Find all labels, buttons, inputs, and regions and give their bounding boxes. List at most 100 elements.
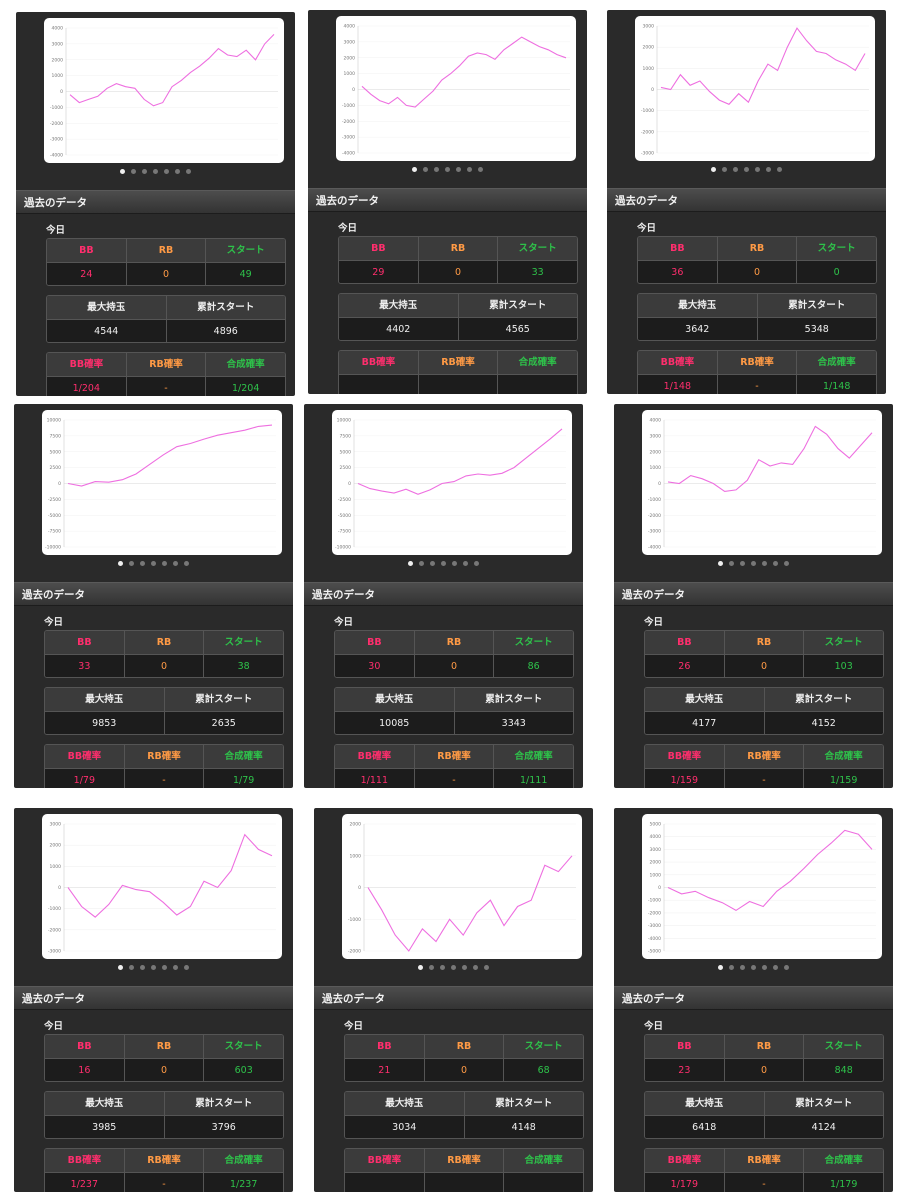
- carousel-dots[interactable]: [14, 965, 293, 973]
- carousel-dot[interactable]: [412, 167, 417, 172]
- carousel-dot[interactable]: [463, 561, 468, 566]
- carousel-dot[interactable]: [729, 965, 734, 970]
- carousel-dot[interactable]: [419, 561, 424, 566]
- carousel-dots[interactable]: [614, 965, 893, 973]
- carousel-dots[interactable]: [614, 561, 893, 569]
- table-row: 3642 5348: [638, 317, 876, 340]
- carousel-dot[interactable]: [751, 965, 756, 970]
- carousel-dots[interactable]: [14, 561, 293, 569]
- carousel-dot[interactable]: [186, 169, 191, 174]
- y-tick-label: 3000: [50, 822, 62, 828]
- y-tick-label: -4000: [342, 151, 355, 157]
- carousel-dot[interactable]: [722, 167, 727, 172]
- table-header-cell: スタート: [498, 237, 577, 260]
- carousel-dots[interactable]: [16, 169, 295, 177]
- carousel-dot[interactable]: [153, 169, 158, 174]
- balls-start-table: 最大持玉 累計スタート 4544 4896: [46, 295, 286, 343]
- carousel-dot[interactable]: [408, 561, 413, 566]
- carousel-dots[interactable]: [314, 965, 593, 973]
- table-cell: [345, 1172, 425, 1192]
- carousel-dot[interactable]: [440, 965, 445, 970]
- carousel-dot[interactable]: [445, 167, 450, 172]
- carousel-dot[interactable]: [129, 965, 134, 970]
- table-header-cell: 合成確率: [204, 1149, 283, 1172]
- y-tick-label: 1000: [643, 66, 655, 72]
- carousel-dot[interactable]: [711, 167, 716, 172]
- carousel-dot[interactable]: [773, 965, 778, 970]
- carousel-dot[interactable]: [418, 965, 423, 970]
- carousel-dot[interactable]: [484, 965, 489, 970]
- probability-table: BB確率 RB確率 合成確率 1/179-1/179: [644, 1148, 884, 1192]
- slump-line: [67, 424, 273, 487]
- carousel-dot[interactable]: [129, 561, 134, 566]
- y-tick-label: 3000: [344, 39, 356, 45]
- carousel-dot[interactable]: [773, 561, 778, 566]
- carousel-dot[interactable]: [131, 169, 136, 174]
- carousel-dot[interactable]: [151, 965, 156, 970]
- carousel-dot[interactable]: [740, 561, 745, 566]
- table-header-cell: RB: [124, 1035, 205, 1058]
- carousel-dot[interactable]: [729, 561, 734, 566]
- table-header-row: BB RB スタート: [339, 237, 577, 260]
- carousel-dot[interactable]: [118, 965, 123, 970]
- carousel-dot[interactable]: [452, 561, 457, 566]
- carousel-dot[interactable]: [740, 965, 745, 970]
- carousel-dot[interactable]: [173, 561, 178, 566]
- carousel-dot[interactable]: [762, 965, 767, 970]
- carousel-dot[interactable]: [140, 965, 145, 970]
- carousel-dot[interactable]: [175, 169, 180, 174]
- carousel-dot[interactable]: [140, 561, 145, 566]
- carousel-dot[interactable]: [184, 561, 189, 566]
- carousel-dot[interactable]: [473, 965, 478, 970]
- carousel-dot[interactable]: [456, 167, 461, 172]
- carousel-dot[interactable]: [118, 561, 123, 566]
- table-header-cell: スタート: [504, 1035, 583, 1058]
- carousel-dots[interactable]: [607, 167, 886, 175]
- carousel-dot[interactable]: [162, 965, 167, 970]
- table-cell: 49: [206, 262, 285, 285]
- table-header-cell: スタート: [494, 631, 573, 654]
- table-header-cell: 累計スタート: [164, 1092, 283, 1115]
- carousel-dot[interactable]: [423, 167, 428, 172]
- table-cell: 30: [335, 654, 415, 677]
- table-cell: 1/111: [494, 768, 573, 788]
- carousel-dot[interactable]: [173, 965, 178, 970]
- carousel-dots[interactable]: [308, 167, 587, 175]
- y-tick-label: 1000: [350, 853, 362, 859]
- carousel-dot[interactable]: [142, 169, 147, 174]
- carousel-dot[interactable]: [766, 167, 771, 172]
- table-cell: 5348: [757, 317, 876, 340]
- probability-table: BB確率 RB確率 合成確率 1/237-1/237: [44, 1148, 284, 1192]
- carousel-dot[interactable]: [162, 561, 167, 566]
- carousel-dot[interactable]: [430, 561, 435, 566]
- carousel-dot[interactable]: [462, 965, 467, 970]
- carousel-dot[interactable]: [184, 965, 189, 970]
- y-tick-label: -2000: [648, 910, 661, 916]
- carousel-dot[interactable]: [467, 167, 472, 172]
- table-row: 1/148-1/148: [638, 374, 876, 394]
- carousel-dot[interactable]: [441, 561, 446, 566]
- carousel-dot[interactable]: [451, 965, 456, 970]
- carousel-dot[interactable]: [429, 965, 434, 970]
- carousel-dot[interactable]: [151, 561, 156, 566]
- carousel-dot[interactable]: [434, 167, 439, 172]
- carousel-dot[interactable]: [755, 167, 760, 172]
- carousel-dot[interactable]: [478, 167, 483, 172]
- carousel-dot[interactable]: [744, 167, 749, 172]
- carousel-dot[interactable]: [474, 561, 479, 566]
- carousel-dot[interactable]: [733, 167, 738, 172]
- carousel-dot[interactable]: [718, 561, 723, 566]
- section-header: 過去のデータ: [607, 188, 886, 212]
- table-header-row: BB RB スタート: [638, 237, 876, 260]
- carousel-dot[interactable]: [777, 167, 782, 172]
- carousel-dot[interactable]: [784, 561, 789, 566]
- carousel-dot[interactable]: [164, 169, 169, 174]
- carousel-dot[interactable]: [751, 561, 756, 566]
- carousel-dot[interactable]: [762, 561, 767, 566]
- carousel-dot[interactable]: [718, 965, 723, 970]
- carousel-dots[interactable]: [304, 561, 583, 569]
- table-cell: 9853: [45, 711, 165, 734]
- carousel-dot[interactable]: [784, 965, 789, 970]
- y-tick-label: -1000: [648, 898, 661, 904]
- carousel-dot[interactable]: [120, 169, 125, 174]
